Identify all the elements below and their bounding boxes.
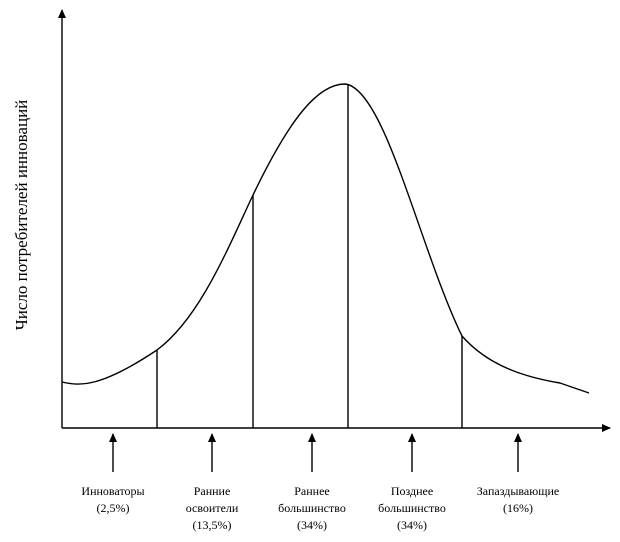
segment-share: (13,5%): [193, 518, 232, 532]
segment-name: большинство: [278, 501, 346, 515]
segment-name: Позднее: [391, 484, 433, 498]
adoption-curve: [61, 83, 590, 394]
segment-labels: Инноваторы (2,5%) Ранние освоители (13,5%) Ра…: [81, 433, 559, 532]
segment-dividers: [156, 84, 463, 428]
y-axis-label: Число потребителей инноваций: [12, 100, 31, 331]
segment-name: освоители: [186, 501, 239, 515]
segment-name: Ранние: [194, 484, 231, 498]
segment-name: большинство: [378, 501, 446, 515]
segment-name: Раннее: [294, 484, 330, 498]
segment-share: (2,5%): [97, 501, 130, 515]
segment-name: Запаздывающие: [477, 484, 559, 498]
segment-name: Инноваторы: [81, 484, 144, 498]
segment-share: (16%): [503, 501, 533, 515]
segment-share: (34%): [397, 518, 427, 532]
segment-share: (34%): [297, 518, 327, 532]
